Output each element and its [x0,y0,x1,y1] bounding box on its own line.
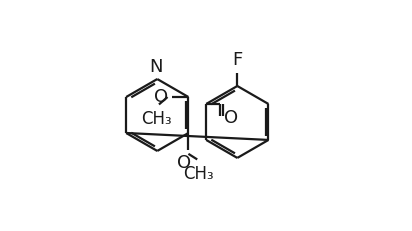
Text: N: N [150,58,163,76]
Text: O: O [177,154,191,171]
Text: O: O [224,109,239,127]
Text: F: F [232,51,242,69]
Text: CH₃: CH₃ [183,164,214,182]
Text: CH₃: CH₃ [141,109,172,127]
Text: O: O [154,88,168,106]
